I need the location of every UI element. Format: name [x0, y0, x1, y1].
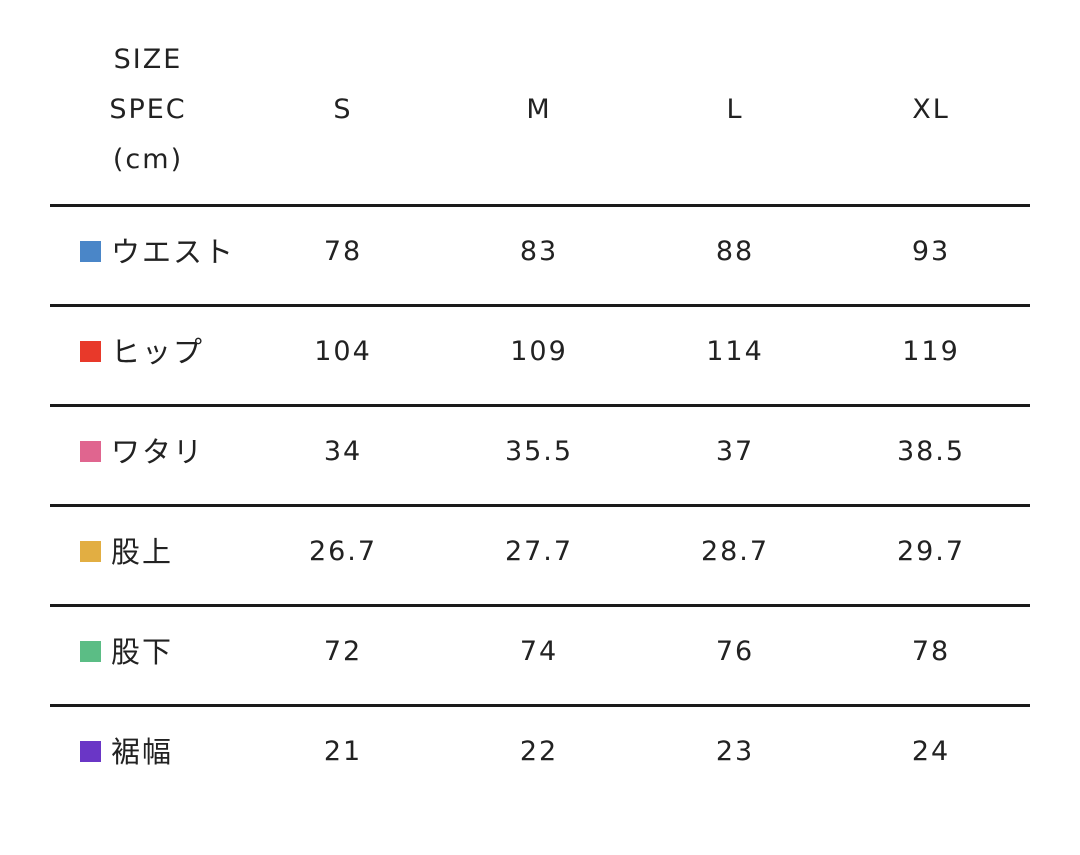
table-row: 股下 72 74 76 78: [0, 632, 1080, 672]
color-square-icon: [80, 441, 101, 462]
row-divider: [50, 304, 1030, 307]
table-cell: 119: [902, 336, 960, 367]
row-label: 裾幅: [111, 735, 174, 769]
table-cell: 93: [911, 236, 951, 267]
table-cell: 72: [323, 636, 363, 667]
table-row: 股上 26.7 27.7 28.7 29.7: [0, 532, 1080, 572]
table-cell: 76: [715, 636, 755, 667]
table-cell: 78: [323, 236, 363, 267]
row-divider: [50, 404, 1030, 407]
table-cell: 26.7: [308, 536, 378, 567]
row-divider: [50, 504, 1030, 507]
table-cell: 28.7: [700, 536, 770, 567]
table-cell: 29.7: [896, 536, 966, 567]
table-cell: 83: [519, 236, 559, 267]
column-header-l: L: [726, 94, 744, 125]
column-header-m: M: [526, 94, 552, 125]
table-cell: 74: [519, 636, 559, 667]
row-divider: [50, 604, 1030, 607]
color-square-icon: [80, 241, 101, 262]
table-cell: 21: [323, 736, 363, 767]
table-row: 裾幅 21 22 23 24: [0, 732, 1080, 772]
table-cell: 23: [715, 736, 755, 767]
table-cell: 109: [510, 336, 568, 367]
row-divider: [50, 704, 1030, 707]
table-cell: 114: [706, 336, 764, 367]
table-cell: 88: [715, 236, 755, 267]
table-cell: 34: [323, 436, 363, 467]
table-cell: 24: [911, 736, 951, 767]
table-cell: 22: [519, 736, 559, 767]
column-header-s: S: [333, 94, 353, 125]
table-cell: 37: [715, 436, 755, 467]
table-cell: 104: [314, 336, 372, 367]
row-divider: [50, 204, 1030, 207]
table-cell: 27.7: [504, 536, 574, 567]
table-cell: 78: [911, 636, 951, 667]
color-square-icon: [80, 641, 101, 662]
header-size: SIZE: [113, 44, 183, 75]
header-spec: SPEC: [109, 94, 187, 125]
row-label: 股下: [111, 635, 174, 669]
row-label: ワタリ: [111, 435, 205, 469]
row-label: 股上: [111, 535, 174, 569]
table-row: ヒップ 104 109 114 119: [0, 332, 1080, 372]
color-square-icon: [80, 541, 101, 562]
header-unit: (cm): [112, 144, 184, 175]
color-square-icon: [80, 741, 101, 762]
table-row: ワタリ 34 35.5 37 38.5: [0, 432, 1080, 472]
color-square-icon: [80, 341, 101, 362]
row-label: ヒップ: [111, 335, 205, 369]
table-row: ウエスト 78 83 88 93: [0, 232, 1080, 272]
table-cell: 38.5: [896, 436, 966, 467]
table-cell: 35.5: [504, 436, 574, 467]
row-label: ウエスト: [111, 235, 236, 269]
column-header-xl: XL: [912, 94, 950, 125]
